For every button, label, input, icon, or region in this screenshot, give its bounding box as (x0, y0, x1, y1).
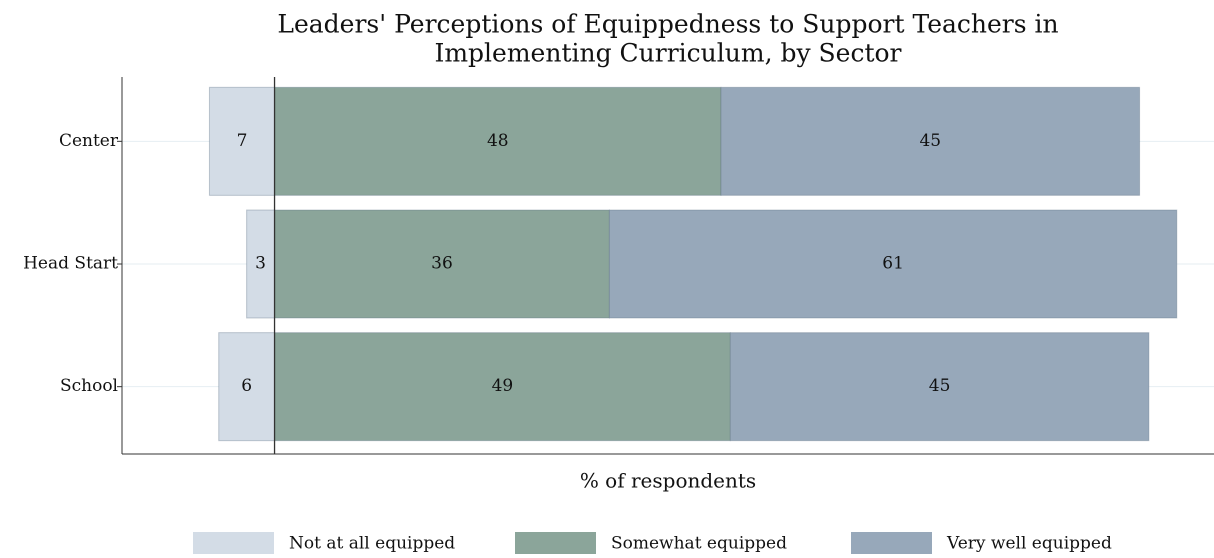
data-label: 45 (929, 376, 951, 396)
bar-segment (246, 209, 276, 319)
data-label: 36 (431, 254, 453, 274)
data-label: 49 (492, 376, 514, 396)
data-label: 45 (919, 131, 941, 151)
legend-label: Not at all equipped (289, 534, 455, 554)
x-axis-label: % of respondents (580, 469, 756, 493)
bar-segment (608, 209, 1178, 319)
bar-segment (274, 332, 731, 442)
y-tick-label: Center (59, 131, 119, 151)
legend-label: Somewhat equipped (611, 534, 787, 554)
bar-segment (218, 332, 276, 442)
bar-segment (729, 332, 1150, 442)
chart-title: Implementing Curriculum, by Sector (434, 39, 901, 68)
data-label: 6 (241, 376, 252, 396)
data-label: 61 (882, 254, 904, 274)
bar-segment (208, 86, 276, 196)
data-label: 48 (487, 131, 509, 151)
y-tick-label: School (60, 376, 118, 396)
data-label: 3 (255, 254, 266, 274)
bar-segment (720, 86, 1141, 196)
bar-segment (274, 86, 722, 196)
data-label: 7 (237, 131, 248, 151)
legend-swatch (193, 532, 274, 554)
chart-title: Leaders' Perceptions of Equippedness to … (277, 10, 1058, 39)
legend-swatch (515, 532, 596, 554)
legend-swatch (851, 532, 932, 554)
y-tick-label: Head Start (23, 254, 118, 274)
legend-label: Very well equipped (946, 534, 1112, 554)
